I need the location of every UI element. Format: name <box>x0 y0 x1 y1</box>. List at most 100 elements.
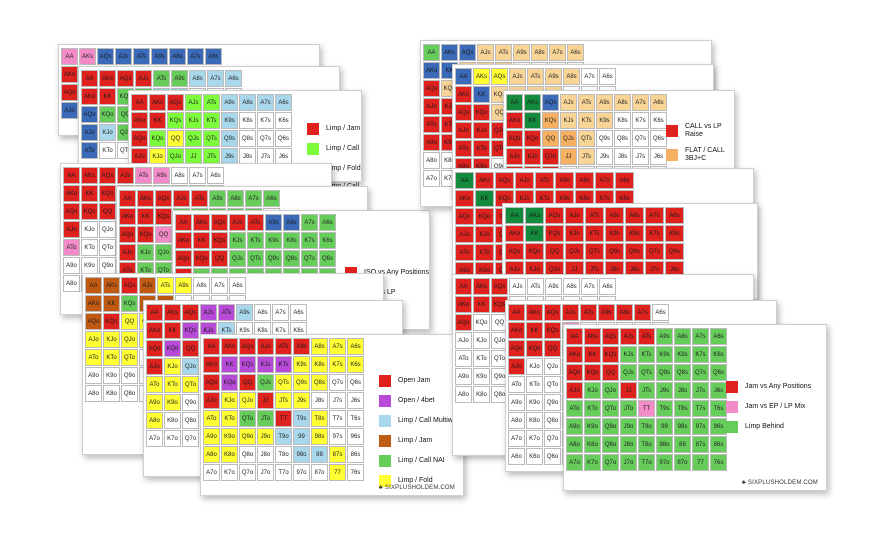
hand-cell: QJs <box>565 243 584 260</box>
hand-cell: A9s <box>598 304 615 321</box>
hand-cell: 97o <box>293 464 310 481</box>
hand-cell: K9s <box>596 112 613 129</box>
hand-cell: J9o <box>620 418 637 435</box>
hand-cell: KJo <box>524 148 541 165</box>
hand-cell: AQs <box>491 68 508 85</box>
hand-cell: KTs <box>247 232 264 249</box>
hand-cell: KQs <box>99 185 116 202</box>
hand-cell: Q8o <box>602 436 619 453</box>
legend-swatch <box>379 375 391 387</box>
legend-label: FLAT / CALL 3BJ+C <box>685 147 725 162</box>
hand-cell: T9s <box>656 400 673 417</box>
hand-cell: ATo <box>455 350 472 367</box>
hand-cell: KJo <box>473 332 490 349</box>
hand-cell: Q7s <box>301 250 318 267</box>
hand-cell: AKs <box>584 328 601 345</box>
hand-cell: AQo <box>455 104 472 121</box>
hand-cell: AA <box>131 94 148 111</box>
legend-label: ISO vs Any Positions <box>364 269 429 276</box>
hand-cell: AJs <box>509 68 526 85</box>
hand-cell: 86s <box>710 436 727 453</box>
hand-cell: QJs <box>620 364 637 381</box>
hand-cell: K7s <box>632 112 649 129</box>
hand-cell: A9o <box>423 134 440 151</box>
hand-cell: A9o <box>63 257 80 274</box>
hand-cell: AJs <box>560 94 577 111</box>
hand-cell: AQo <box>63 203 80 220</box>
hand-cell: 88 <box>311 446 328 463</box>
hand-cell: ATs <box>203 94 220 111</box>
hand-cell: KTo <box>473 350 490 367</box>
hand-cell: AQs <box>211 214 228 231</box>
hand-cell: A9s <box>171 70 188 87</box>
hand-cell: AA <box>203 338 220 355</box>
hand-cell: K8s <box>311 356 328 373</box>
legend-swatch <box>379 455 391 467</box>
hand-cell: AKo <box>63 185 80 202</box>
hand-cell: ATs <box>133 48 150 65</box>
hand-cell: J7o <box>257 464 274 481</box>
hand-cell: AQo <box>566 364 583 381</box>
hand-cell: KK <box>81 185 98 202</box>
hand-cell: K8s <box>239 112 256 129</box>
hand-cell: Q8o <box>121 385 138 402</box>
hand-cell: A8o <box>146 412 163 429</box>
hand-cell: Q9s <box>221 130 238 147</box>
hand-cell: KQs <box>542 112 559 129</box>
hand-cell: Q7s <box>632 130 649 147</box>
hand-cell: A9s <box>293 338 310 355</box>
hand-cell: KQo <box>525 243 544 260</box>
hand-cell: Q9o <box>121 367 138 384</box>
hand-cell: A9s <box>209 190 226 207</box>
hand-cell: A9s <box>151 48 168 65</box>
hand-cell: A9s <box>513 44 530 61</box>
hand-cell: A9s <box>153 167 170 184</box>
hand-cell: 97o <box>656 454 673 471</box>
legend-swatch <box>666 125 678 137</box>
hand-cell: AJs <box>477 44 494 61</box>
hand-cell: J7s <box>692 382 709 399</box>
hand-cell: A7s <box>595 172 614 189</box>
hand-cell: K9o <box>526 394 543 411</box>
hand-cell: ATs <box>527 278 544 295</box>
hand-cell: K9o <box>81 257 98 274</box>
legend-label: CALL vs LP Raise <box>685 123 722 138</box>
legend: Jam vs Any Positions Jam vs EP / LP Mix Li… <box>726 381 811 441</box>
hand-cell: ATs <box>191 190 208 207</box>
hand-cell: AQo <box>85 313 102 330</box>
hand-cell: K9o <box>103 367 120 384</box>
hand-cell: AQo <box>175 250 192 267</box>
hand-cell: AJs <box>139 277 156 294</box>
hand-cell: 98s <box>674 418 691 435</box>
hand-cell: 77 <box>329 464 346 481</box>
hand-cell: QTo <box>99 239 116 256</box>
hand-cell: AA <box>119 190 136 207</box>
hand-cell: AQs <box>99 167 116 184</box>
hand-cell: A7o <box>423 170 440 187</box>
hand-cell: J8s <box>614 148 631 165</box>
hand-cell: KTo <box>221 410 238 427</box>
hand-cell: A9s <box>221 94 238 111</box>
hand-cell: QQ <box>545 243 564 260</box>
hand-cell: AJo <box>146 358 163 375</box>
hand-cell: Q6o <box>544 448 561 465</box>
hand-cell: QJs <box>257 374 274 391</box>
hand-cell: ATo <box>423 116 440 133</box>
legend-item: Limp / Jam <box>307 123 361 135</box>
hand-cell: AQs <box>542 94 559 111</box>
hand-cell: J7o <box>620 454 637 471</box>
hand-cell: QQ <box>544 340 561 357</box>
hand-cell: Q8s <box>283 250 300 267</box>
hand-cell: K8o <box>526 412 543 429</box>
hand-cell: AKs <box>164 304 181 321</box>
hand-cell: AQs <box>602 328 619 345</box>
hand-cell: Q6s <box>710 364 727 381</box>
hand-cell: A8s <box>254 304 271 321</box>
hand-cell: 77 <box>692 454 709 471</box>
hand-cell: AKo <box>81 88 98 105</box>
hand-cell: A6s <box>290 304 307 321</box>
hand-cell: A7s <box>245 190 262 207</box>
legend-label: Limp / Jam <box>398 437 433 444</box>
hand-cell: ATs <box>275 338 292 355</box>
